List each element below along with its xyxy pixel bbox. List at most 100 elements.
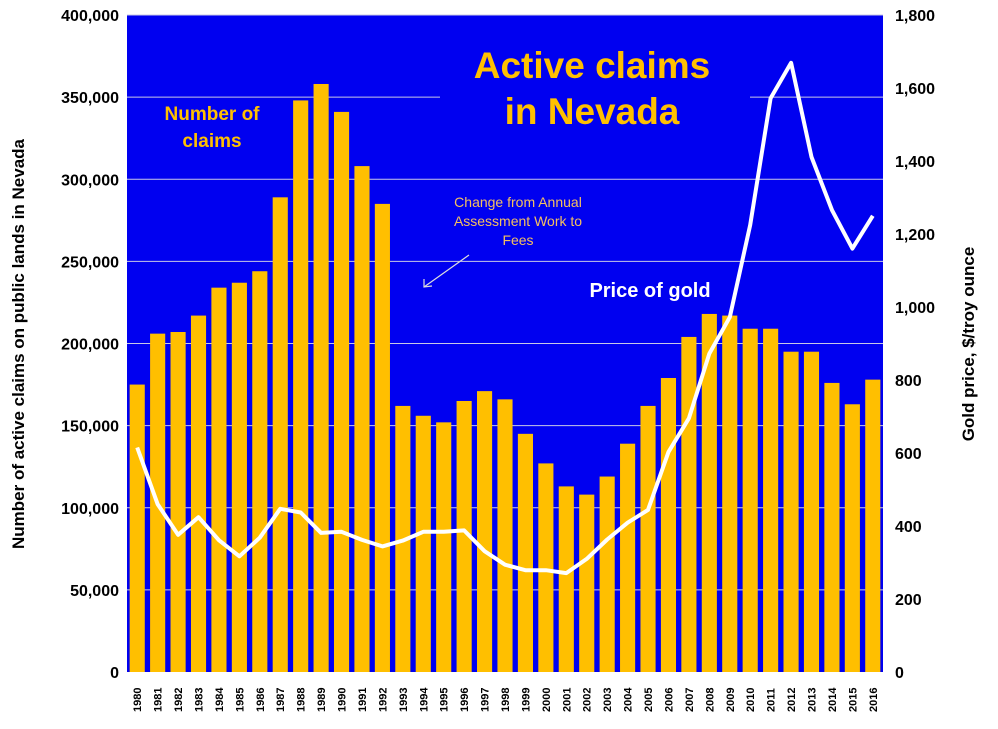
x-tick-label: 1987 [275, 688, 287, 712]
annotation-line3: Fees [502, 232, 533, 248]
bar-1985 [232, 283, 247, 672]
y-tick-label: 350,000 [61, 90, 119, 107]
y2-tick-label: 0 [895, 665, 904, 682]
x-tick-label: 1998 [500, 688, 512, 712]
bar-1994 [416, 416, 431, 672]
x-tick-label: 2002 [582, 688, 594, 712]
x-tick-label: 2001 [561, 688, 573, 712]
x-tick-label: 1992 [377, 688, 389, 712]
y2-tick-label: 1,400 [895, 154, 935, 171]
y2-tick-label: 1,800 [895, 8, 935, 25]
x-tick-label: 2004 [623, 687, 635, 712]
bar-1991 [354, 166, 369, 672]
bar-2009 [722, 316, 737, 672]
y2-tick-label: 400 [895, 519, 922, 536]
x-tick-label: 1996 [459, 688, 471, 712]
bar-2015 [845, 404, 860, 672]
bars-label-line1: Number of [165, 104, 261, 125]
bar-2005 [640, 406, 655, 672]
bar-2012 [783, 352, 798, 672]
chart-title-line2: in Nevada [505, 91, 680, 132]
x-tick-label: 1999 [520, 688, 532, 712]
x-tick-label: 2011 [766, 688, 778, 712]
bar-2016 [865, 380, 880, 672]
annotation-line2: Assessment Work to [454, 213, 582, 229]
x-tick-label: 1984 [214, 687, 226, 712]
x-tick-label: 2009 [725, 688, 737, 712]
x-tick-label: 1988 [296, 688, 308, 712]
bar-2001 [559, 486, 574, 672]
x-tick-label: 2012 [786, 688, 798, 712]
bar-2000 [538, 463, 553, 672]
bar-1986 [252, 271, 267, 672]
y-tick-label: 200,000 [61, 337, 119, 354]
bar-1995 [436, 422, 451, 672]
x-tick-label: 2016 [868, 688, 880, 712]
bar-1992 [375, 204, 390, 672]
y-tick-label: 0 [110, 665, 119, 682]
x-tick-label: 1981 [153, 688, 165, 712]
x-tick-label: 1991 [357, 688, 369, 712]
y2-tick-label: 1,200 [895, 227, 935, 244]
bar-2003 [600, 477, 615, 672]
annotation-line1: Change from Annual [454, 194, 582, 210]
y2-tick-label: 1,000 [895, 300, 935, 317]
x-tick-label: 1995 [439, 688, 451, 712]
x-tick-label: 1986 [255, 688, 267, 712]
x-tick-label: 2003 [602, 688, 614, 712]
x-tick-label: 1980 [132, 688, 144, 712]
x-tick-label: 1983 [194, 688, 206, 712]
y-axis-label: Number of active claims on public lands … [9, 138, 28, 549]
bar-1983 [191, 316, 206, 672]
bar-2013 [804, 352, 819, 672]
bar-2006 [661, 378, 676, 672]
y-tick-label: 250,000 [61, 254, 119, 271]
y-tick-label: 300,000 [61, 172, 119, 189]
x-tick-label: 1993 [398, 688, 410, 712]
y-tick-label: 100,000 [61, 501, 119, 518]
bar-1982 [171, 332, 186, 672]
x-tick-label: 1985 [234, 688, 246, 712]
bar-1998 [497, 399, 512, 672]
x-tick-label: 2007 [684, 688, 696, 712]
x-tick-label: 2006 [663, 688, 675, 712]
y-tick-label: 50,000 [70, 583, 119, 600]
x-tick-label: 1990 [337, 688, 349, 712]
x-tick-label: 2015 [847, 688, 859, 712]
x-axis-ticks: 1980 1981 1982 1983 1984 1985 1986 1987 1988 1989… [132, 687, 880, 712]
bar-2004 [620, 444, 635, 672]
left-axis-ticks: 0 50,000 100,000 150,000 200,000 250,000 300,0… [61, 8, 119, 682]
y2-axis-label: Gold price, $/troy ounce [959, 247, 978, 442]
bar-1987 [273, 197, 288, 672]
bar-1984 [211, 288, 226, 672]
chart-title-line1: Active claims [474, 45, 711, 86]
bar-2007 [681, 337, 696, 672]
x-tick-label: 1997 [480, 688, 492, 712]
x-tick-label: 1982 [173, 688, 185, 712]
y2-tick-label: 600 [895, 446, 922, 463]
bar-2002 [579, 495, 594, 672]
bar-1989 [314, 84, 329, 672]
y2-tick-label: 1,600 [895, 81, 935, 98]
bar-2010 [743, 329, 758, 672]
y-tick-label: 400,000 [61, 8, 119, 25]
y-tick-label: 150,000 [61, 419, 119, 436]
x-tick-label: 2014 [827, 687, 839, 712]
y2-tick-label: 200 [895, 592, 922, 609]
x-tick-label: 2008 [704, 688, 716, 712]
x-tick-label: 2005 [643, 688, 655, 712]
x-tick-label: 1989 [316, 688, 328, 712]
right-axis-ticks: 0 200 400 600 800 1,000 1,200 1,400 1,600 1,800 [895, 8, 935, 682]
bar-2014 [824, 383, 839, 672]
x-tick-label: 2000 [541, 688, 553, 712]
x-tick-label: 2010 [745, 688, 757, 712]
y2-tick-label: 800 [895, 373, 922, 390]
bars-label-line2: claims [182, 131, 241, 152]
x-tick-label: 1994 [418, 687, 430, 712]
bar-1980 [130, 385, 145, 672]
line-label: Price of gold [589, 280, 710, 302]
bar-1988 [293, 100, 308, 672]
bar-1990 [334, 112, 349, 672]
bar-2011 [763, 329, 778, 672]
